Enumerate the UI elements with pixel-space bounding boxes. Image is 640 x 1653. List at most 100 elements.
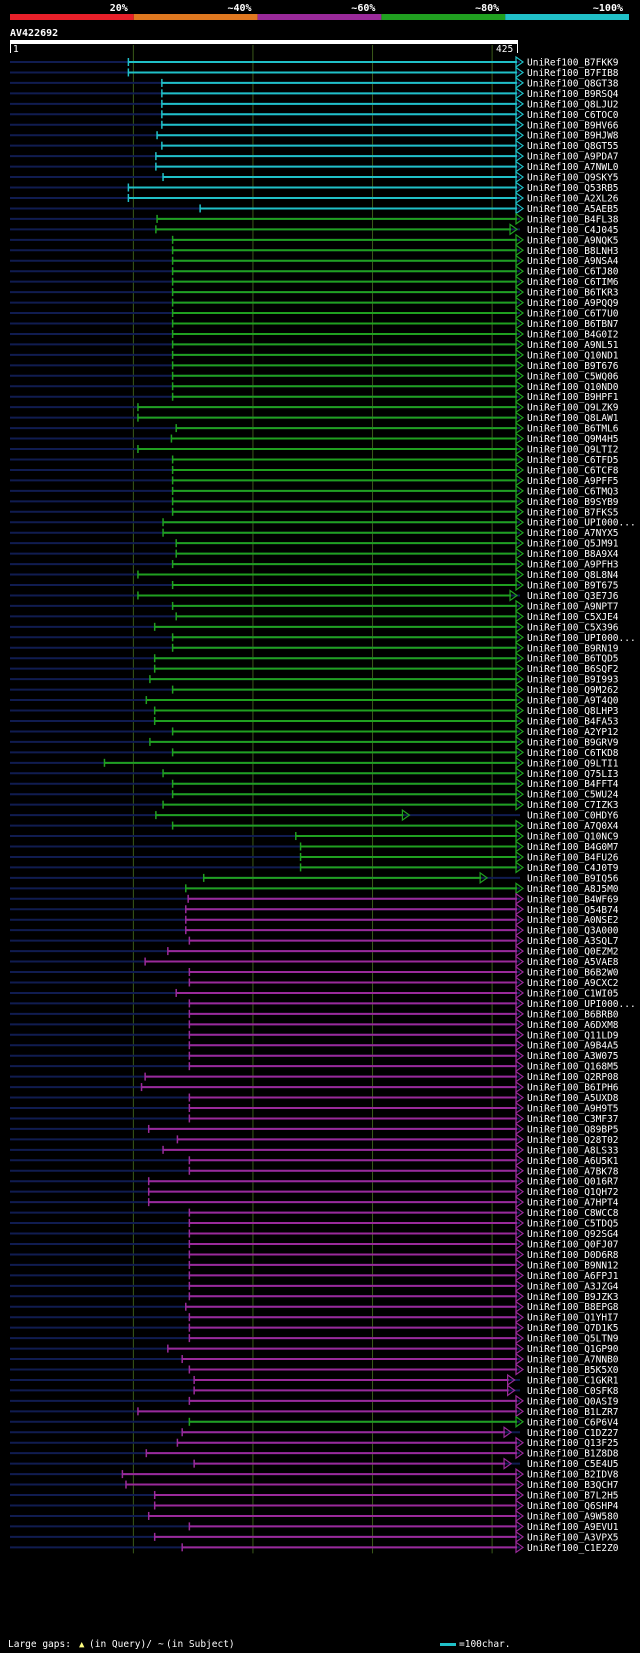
hit-row: UniRef100_A5AEB5 <box>10 202 619 215</box>
hit-end-arrow <box>515 212 525 226</box>
hit-label: UniRef100_A9NQK5 <box>527 235 619 246</box>
hit-row: UniRef100_B9NN12 <box>10 1258 619 1271</box>
hit-label: UniRef100_Q5LTN9 <box>527 1334 619 1345</box>
hit-end-arrow <box>515 474 525 487</box>
hit-end-arrow <box>515 850 525 864</box>
hit-row: UniRef100_Q2RP08 <box>10 1070 619 1083</box>
hit-end-arrow <box>515 1279 525 1292</box>
scale-bar-sample <box>440 1643 456 1646</box>
hit-row: UniRef100_B7FIB8 <box>10 66 619 79</box>
hit-label: UniRef100_C5WU24 <box>527 790 619 801</box>
scale-label: ~40% <box>228 3 252 14</box>
hit-label: UniRef100_B6BRB0 <box>527 1009 619 1020</box>
hit-row: UniRef100_Q11LD9 <box>10 1028 619 1041</box>
hit-end-arrow <box>515 1331 525 1345</box>
hit-row: UniRef100_C5XJE4 <box>10 610 619 623</box>
hit-row: UniRef100_C8WCC8 <box>10 1206 619 1219</box>
hit-end-arrow <box>515 620 525 634</box>
scale-segment <box>133 14 258 20</box>
hit-label: UniRef100_B6TML6 <box>527 424 619 435</box>
hit-row: UniRef100_C1GKR1 <box>10 1373 619 1386</box>
hit-row: UniRef100_Q1QH72 <box>10 1185 619 1198</box>
hit-end-arrow <box>515 160 525 173</box>
hit-end-arrow <box>515 1216 525 1230</box>
query-end-label: 425 <box>496 44 513 55</box>
hit-label: UniRef100_B6TBN7 <box>527 319 619 330</box>
hit-label: UniRef100_Q92SG4 <box>527 1229 619 1240</box>
hit-end-arrow <box>515 1122 525 1136</box>
hit-label: UniRef100_A9NPT7 <box>527 601 619 612</box>
hit-label: UniRef100_B7FIB8 <box>527 68 619 79</box>
hit-end-arrow <box>515 976 525 989</box>
hit-end-arrow <box>515 495 525 508</box>
hit-label: UniRef100_D0D6R8 <box>527 1250 619 1261</box>
scale-label: ~100% <box>593 3 623 14</box>
hit-row: UniRef100_C5TDQ5 <box>10 1216 619 1230</box>
hit-label: UniRef100_A3W075 <box>527 1051 619 1062</box>
hit-row: UniRef100_A9PQQ9 <box>10 296 619 309</box>
hit-end-arrow <box>515 1269 525 1282</box>
hit-label: UniRef100_Q1QH72 <box>527 1187 619 1198</box>
hit-end-arrow <box>515 819 525 832</box>
hit-label: UniRef100_B1LZR7 <box>527 1407 619 1418</box>
hit-end-arrow <box>515 1363 525 1376</box>
hit-label: UniRef100_A6FPJ1 <box>527 1271 619 1282</box>
hit-label: UniRef100_B4FU26 <box>527 852 619 863</box>
hit-label: UniRef100_C6TFD5 <box>527 455 619 466</box>
hit-row: UniRef100_B8EPG8 <box>10 1300 619 1313</box>
hit-row: UniRef100_A7NWL0 <box>10 160 619 173</box>
hit-label: UniRef100_Q53RB5 <box>527 183 619 194</box>
hit-end-arrow <box>515 725 525 738</box>
hit-end-arrow <box>515 149 525 163</box>
hit-label: UniRef100_Q1YHI7 <box>527 1313 619 1324</box>
hit-row: UniRef100_C0HDY6 <box>10 808 619 822</box>
hit-row: UniRef100_C6P6V4 <box>10 1415 619 1428</box>
hit-end-arrow <box>515 338 525 351</box>
hit-end-arrow <box>515 181 525 194</box>
hit-label: UniRef100_B8A9X4 <box>527 549 619 560</box>
hit-label: UniRef100_C8WCC8 <box>527 1208 619 1219</box>
hit-end-arrow <box>515 1227 525 1240</box>
hit-end-arrow <box>515 986 525 1000</box>
hit-label: UniRef100_B9I993 <box>527 675 619 686</box>
hit-row: UniRef100_C0SFK8 <box>10 1384 619 1397</box>
hit-end-arrow <box>515 829 525 843</box>
hit-end-arrow <box>515 1049 525 1062</box>
hit-end-arrow <box>515 599 525 613</box>
hit-row: UniRef100_B4FL38 <box>10 212 619 226</box>
hit-row: UniRef100_B6TQD5 <box>10 652 619 665</box>
hit-row: UniRef100_B6TBN7 <box>10 317 619 330</box>
hit-end-arrow <box>515 432 525 445</box>
hit-row: UniRef100_B6BRB0 <box>10 1007 619 1020</box>
hit-end-arrow <box>515 244 525 257</box>
hit-row: UniRef100_B7L2H5 <box>10 1488 619 1502</box>
hit-label: UniRef100_A5UXD8 <box>527 1093 619 1104</box>
hit-row: UniRef100_B9GRV9 <box>10 735 619 748</box>
hit-row: UniRef100_C6TFD5 <box>10 453 619 466</box>
hit-label: UniRef100_Q9LZK9 <box>527 403 619 414</box>
hit-row: UniRef100_UPI000... <box>10 516 636 529</box>
hit-label: UniRef100_Q28T02 <box>527 1135 619 1146</box>
hit-end-arrow <box>515 913 525 926</box>
hit-label: UniRef100_Q9M262 <box>527 685 619 696</box>
hit-label: UniRef100_B2IDV8 <box>527 1470 619 1481</box>
hit-row: UniRef100_B4G0M7 <box>10 840 619 853</box>
hit-label: UniRef100_A9T4Q0 <box>527 696 619 707</box>
hit-end-arrow <box>479 871 489 885</box>
hit-row: UniRef100_A2YP12 <box>10 725 619 738</box>
hit-end-arrow <box>515 1101 525 1115</box>
hit-row: UniRef100_C6TIM6 <box>10 275 619 288</box>
hit-row: UniRef100_A9NPT7 <box>10 599 619 613</box>
hit-end-arrow <box>515 955 525 968</box>
hit-label: UniRef100_Q8L8N4 <box>527 570 619 581</box>
hit-row: UniRef100_C1E2Z0 <box>10 1541 619 1554</box>
hit-label: UniRef100_A6U5K1 <box>527 1156 619 1167</box>
hit-label: UniRef100_C6P6V4 <box>527 1417 619 1428</box>
hit-end-arrow <box>515 1028 525 1041</box>
hit-row: UniRef100_Q89BP5 <box>10 1122 619 1136</box>
hit-row: UniRef100_Q8LAW1 <box>10 411 619 424</box>
gridlines <box>132 45 493 1554</box>
hit-end-arrow <box>515 327 525 341</box>
hit-row: UniRef100_C5E4U5 <box>10 1457 619 1470</box>
hit-label: UniRef100_C7IZK3 <box>527 800 619 811</box>
